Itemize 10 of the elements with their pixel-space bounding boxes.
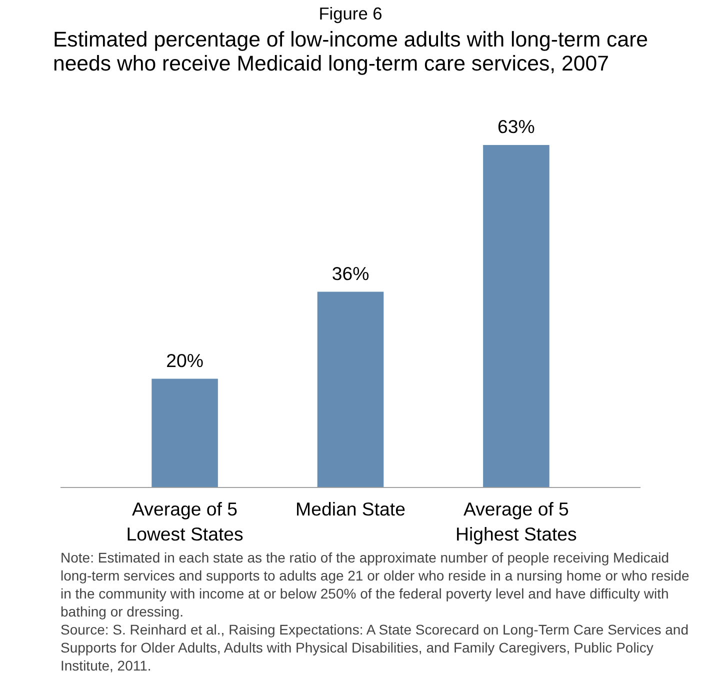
text: Note: Estimated in each state as the ratio of the approximate number of people receiving Medicaid long-term services and supports to adults age 21 or older who reside in a nursing home or who reside in the community with income at or below 250% of the federal poverty level and have difficulty with bathing or dressing. xyxy=(60,550,690,620)
chart-subtitle: Estimated percentage of low-income adults with long-term care needs who receive Medicaid long-term care services, 2007 xyxy=(52,28,648,76)
x-tick-label: Average of 5 Lowest States xyxy=(126,498,244,545)
source-note: Source: S. Reinhard et al., Raising Expectations: A State Scorecard on Long-Term Care Services and Supports for Older Adults, Adults with Physical Disabilities, and Family Caregivers, Public Policy Institute, 2011. xyxy=(60,622,688,674)
x-tick-label: Median State xyxy=(296,498,406,520)
data-label: 63% xyxy=(498,116,535,137)
data-label: 20% xyxy=(166,350,204,371)
data-label: 36% xyxy=(332,262,370,284)
x-tick-label: Average of 5 Highest States xyxy=(456,498,577,545)
chart-title: Figure 6 xyxy=(318,4,382,24)
